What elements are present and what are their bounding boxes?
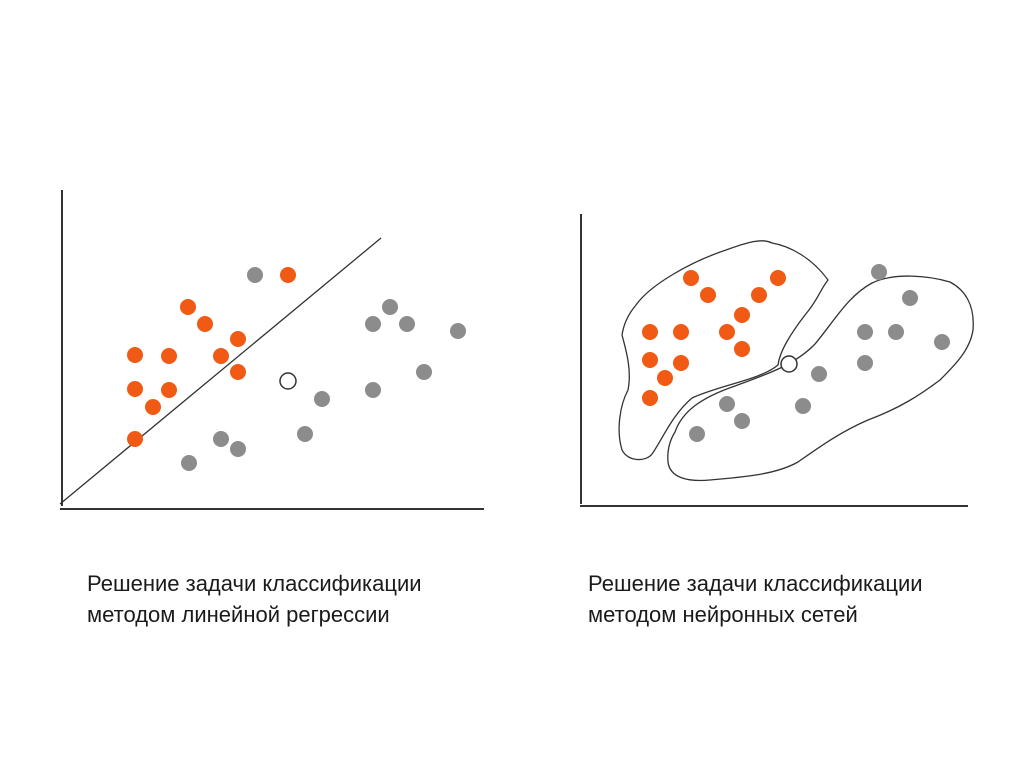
unclassified-point [279, 372, 297, 390]
class-b-point [399, 316, 415, 332]
class-a-point [734, 307, 750, 323]
class-a-point [230, 331, 246, 347]
class-a-point [734, 341, 750, 357]
class-a-point [700, 287, 716, 303]
class-b-point [230, 441, 246, 457]
class-b-point [934, 334, 950, 350]
decision-line [59, 237, 382, 505]
class-a-point [751, 287, 767, 303]
neural-network-panel [580, 214, 974, 507]
class-a-point [127, 347, 143, 363]
class-b-point [888, 324, 904, 340]
class-a-point [127, 431, 143, 447]
class-a-boundary [618, 240, 829, 461]
class-a-point [673, 355, 689, 371]
caption-line-1: Решение задачи классификации [87, 571, 422, 596]
class-b-point [795, 398, 811, 414]
class-b-point [689, 426, 705, 442]
class-a-point [280, 267, 296, 283]
unclassified-point [780, 355, 798, 373]
class-b-point [719, 396, 735, 412]
class-a-point [197, 316, 213, 332]
class-b-point [213, 431, 229, 447]
class-a-point [230, 364, 246, 380]
class-b-point [365, 316, 381, 332]
class-b-point [857, 355, 873, 371]
class-b-point [365, 382, 381, 398]
class-a-point [642, 324, 658, 340]
caption-linear-regression: Решение задачи классификации методом лин… [87, 568, 422, 630]
class-a-point [770, 270, 786, 286]
class-b-point [382, 299, 398, 315]
class-b-point [734, 413, 750, 429]
class-b-point [314, 391, 330, 407]
class-b-point [857, 324, 873, 340]
class-b-point [247, 267, 263, 283]
caption-line-2: методом нейронных сетей [588, 602, 858, 627]
class-a-point [145, 399, 161, 415]
class-a-point [642, 352, 658, 368]
points-group [127, 267, 466, 471]
caption-line-2: методом линейной регрессии [87, 602, 390, 627]
class-b-point [416, 364, 432, 380]
class-b-boundary [667, 275, 974, 482]
points-group [642, 264, 950, 442]
caption-line-1: Решение задачи классификации [588, 571, 923, 596]
class-b-point [297, 426, 313, 442]
class-b-point [871, 264, 887, 280]
class-a-point [719, 324, 735, 340]
class-a-point [213, 348, 229, 364]
class-a-point [657, 370, 673, 386]
class-a-point [642, 390, 658, 406]
class-b-point [811, 366, 827, 382]
caption-neural-network: Решение задачи классификации методом ней… [588, 568, 923, 630]
class-a-point [180, 299, 196, 315]
class-b-point [450, 323, 466, 339]
class-a-point [683, 270, 699, 286]
class-a-point [161, 348, 177, 364]
class-a-point [127, 381, 143, 397]
class-a-point [673, 324, 689, 340]
class-a-point [161, 382, 177, 398]
class-b-point [181, 455, 197, 471]
linear-regression-panel [59, 190, 484, 510]
class-b-point [902, 290, 918, 306]
